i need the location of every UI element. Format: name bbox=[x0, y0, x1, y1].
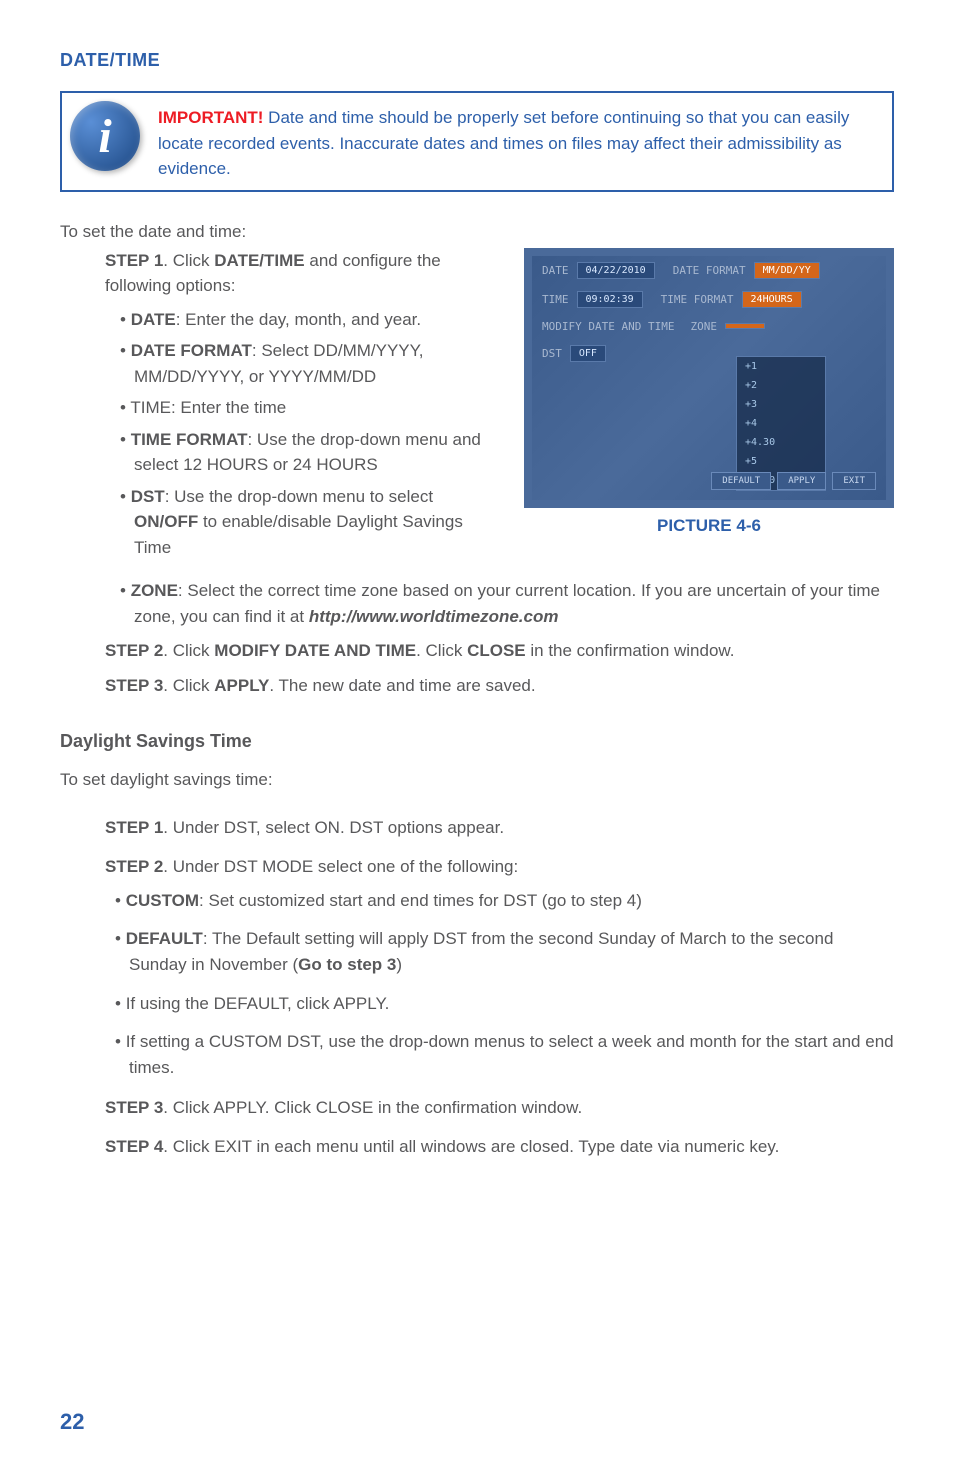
sc-exit-btn: EXIT bbox=[832, 472, 876, 490]
opt: +2 bbox=[737, 376, 825, 395]
t: ) bbox=[396, 955, 402, 974]
page-number: 22 bbox=[60, 1409, 84, 1435]
opt: +3 bbox=[737, 395, 825, 414]
info-icon: i bbox=[70, 101, 140, 171]
sc-dst-val: OFF bbox=[570, 345, 606, 362]
onoff: ON/OFF bbox=[134, 512, 198, 531]
sc-dst-label: DST bbox=[542, 347, 562, 360]
goto: Go to step 3 bbox=[298, 955, 396, 974]
bullet-if-default: If using the DEFAULT, click APPLY. bbox=[115, 991, 894, 1017]
t: . Click bbox=[163, 676, 214, 695]
l: TIME FORMAT bbox=[131, 430, 248, 449]
t: . Click APPLY. Click CLOSE in the confir… bbox=[163, 1098, 582, 1117]
opt: +5 bbox=[737, 452, 825, 471]
l: CUSTOM bbox=[126, 891, 199, 910]
bullet-custom: CUSTOM: Set customized start and end tim… bbox=[115, 888, 894, 914]
opt: +4 bbox=[737, 414, 825, 433]
l: STEP 4 bbox=[105, 1137, 163, 1156]
l: DATE bbox=[131, 310, 176, 329]
t: . Click bbox=[163, 641, 214, 660]
sc-timefmt-val: 24HOURS bbox=[742, 291, 802, 308]
step-3: STEP 3. Click APPLY. The new date and ti… bbox=[105, 672, 894, 701]
l: DATE FORMAT bbox=[131, 341, 252, 360]
opt: +4.30 bbox=[737, 433, 825, 452]
t: . Click bbox=[163, 251, 214, 270]
dst-step-2: STEP 2. Under DST MODE select one of the… bbox=[105, 853, 894, 882]
info-text: IMPORTANT! Date and time should be prope… bbox=[158, 101, 877, 182]
step-1: STEP 1. Click DATE/TIME and configure th… bbox=[105, 248, 499, 299]
dst-intro: To set daylight savings time: bbox=[60, 770, 894, 790]
screenshot-image: DATE 04/22/2010 DATE FORMAT MM/DD/YY TIM… bbox=[524, 248, 894, 508]
l: STEP 1 bbox=[105, 818, 163, 837]
bullet-date-format: DATE FORMAT: Select DD/MM/YYYY, MM/DD/YY… bbox=[120, 338, 499, 389]
t: . Click bbox=[416, 641, 467, 660]
sc-datefmt-val: MM/DD/YY bbox=[754, 262, 820, 279]
sc-default-btn: DEFAULT bbox=[711, 472, 771, 490]
options-list-1: DATE: Enter the day, month, and year. DA… bbox=[120, 307, 499, 561]
step-2: STEP 2. Click MODIFY DATE AND TIME. Clic… bbox=[105, 637, 894, 666]
a: APPLY bbox=[214, 676, 269, 695]
dst-heading: Daylight Savings Time bbox=[60, 731, 894, 752]
important-callout: i IMPORTANT! Date and time should be pro… bbox=[60, 91, 894, 192]
zone-link: http://www.worldtimezone.com bbox=[309, 607, 559, 626]
sc-modify-label: MODIFY DATE AND TIME bbox=[542, 320, 674, 333]
sc-date-label: DATE bbox=[542, 264, 569, 277]
bullet-date: DATE: Enter the day, month, and year. bbox=[120, 307, 499, 333]
t: : Enter the day, month, and year. bbox=[176, 310, 421, 329]
l: STEP 2 bbox=[105, 857, 163, 876]
sc-bottom-buttons: DEFAULT APPLY EXIT bbox=[711, 472, 876, 490]
picture-label: PICTURE 4-6 bbox=[524, 516, 894, 536]
t: : Set customized start and end times for… bbox=[199, 891, 642, 910]
bullet-default: DEFAULT: The Default setting will apply … bbox=[115, 926, 894, 979]
a: CLOSE bbox=[467, 641, 526, 660]
bullet-dst: DST: Use the drop-down menu to select ON… bbox=[120, 484, 499, 561]
step-3-label: STEP 3 bbox=[105, 676, 163, 695]
bullet-zone: ZONE: Select the correct time zone based… bbox=[120, 578, 894, 629]
sc-timefmt-label: TIME FORMAT bbox=[661, 293, 734, 306]
l: DST bbox=[131, 487, 165, 506]
t: . Under DST MODE select one of the follo… bbox=[163, 857, 518, 876]
step-1-label: STEP 1 bbox=[105, 251, 163, 270]
sc-date-val: 04/22/2010 bbox=[577, 262, 655, 279]
options-list-2: ZONE: Select the correct time zone based… bbox=[120, 578, 894, 629]
t: : The Default setting will apply DST fro… bbox=[129, 929, 833, 974]
sc-apply-btn: APPLY bbox=[777, 472, 826, 490]
sc-time-label: TIME bbox=[542, 293, 569, 306]
section-heading: DATE/TIME bbox=[60, 50, 894, 71]
bullet-time-format: TIME FORMAT: Use the drop-down menu and … bbox=[120, 427, 499, 478]
sc-dropdown: +1 +2 +3 +4 +4.30 +5 +5.30 bbox=[736, 356, 826, 491]
sc-zone-label: ZONE bbox=[690, 320, 717, 333]
l: ZONE bbox=[131, 581, 178, 600]
important-label: IMPORTANT! bbox=[158, 108, 263, 127]
dst-step-3: STEP 3. Click APPLY. Click CLOSE in the … bbox=[105, 1094, 894, 1123]
step-2-label: STEP 2 bbox=[105, 641, 163, 660]
dst-bullets: CUSTOM: Set customized start and end tim… bbox=[115, 888, 894, 1082]
sc-time-val: 09:02:39 bbox=[577, 291, 643, 308]
t: . Click EXIT in each menu until all wind… bbox=[163, 1137, 779, 1156]
content-left: STEP 1. Click DATE/TIME and configure th… bbox=[60, 248, 524, 569]
dst-step-4: STEP 4. Click EXIT in each menu until al… bbox=[105, 1133, 894, 1162]
step-1-action: DATE/TIME bbox=[214, 251, 304, 270]
dst-steps: STEP 1. Under DST, select ON. DST option… bbox=[105, 814, 894, 1162]
a: MODIFY DATE AND TIME bbox=[214, 641, 416, 660]
t: . The new date and time are saved. bbox=[269, 676, 535, 695]
sc-datefmt-label: DATE FORMAT bbox=[673, 264, 746, 277]
t: . Under DST, select ON. DST options appe… bbox=[163, 818, 504, 837]
content-row: STEP 1. Click DATE/TIME and configure th… bbox=[60, 248, 894, 569]
sc-zone-val bbox=[725, 323, 765, 329]
t: in the confirmation window. bbox=[526, 641, 735, 660]
bullet-time: TIME: Enter the time bbox=[120, 395, 499, 421]
t: : Use the drop-down menu to select bbox=[165, 487, 433, 506]
l: DEFAULT bbox=[126, 929, 203, 948]
bullet-if-custom: If setting a CUSTOM DST, use the drop-do… bbox=[115, 1029, 894, 1082]
l: STEP 3 bbox=[105, 1098, 163, 1117]
intro-text: To set the date and time: bbox=[60, 222, 894, 242]
dst-step-1: STEP 1. Under DST, select ON. DST option… bbox=[105, 814, 894, 843]
opt: +1 bbox=[737, 357, 825, 376]
content-right: DATE 04/22/2010 DATE FORMAT MM/DD/YY TIM… bbox=[524, 248, 894, 536]
